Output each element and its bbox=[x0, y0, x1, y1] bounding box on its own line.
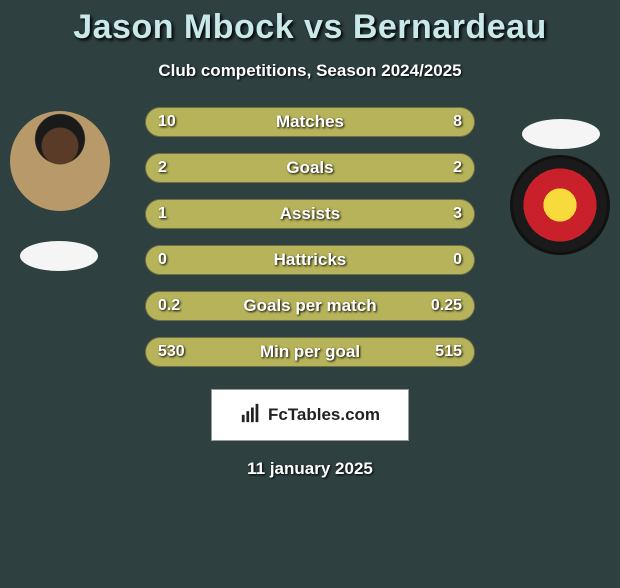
stat-value-left: 1 bbox=[158, 205, 167, 223]
stat-value-left: 0 bbox=[158, 251, 167, 269]
player-left-flag bbox=[20, 241, 98, 271]
subtitle: Club competitions, Season 2024/2025 bbox=[0, 61, 620, 81]
stat-bar: 2 Goals 2 bbox=[145, 153, 475, 183]
stat-value-right: 515 bbox=[435, 343, 462, 361]
page-title: Jason Mbock vs Bernardeau bbox=[0, 8, 620, 47]
stat-value-right: 8 bbox=[453, 113, 462, 131]
comparison-area: 10 Matches 8 2 Goals 2 1 Assists 3 0 Hattricks 0 0.2… bbox=[0, 107, 620, 367]
player-left-avatar bbox=[10, 111, 110, 211]
branding-text: FcTables.com bbox=[268, 405, 380, 425]
branding-badge: FcTables.com bbox=[211, 389, 409, 441]
stat-bar: 1 Assists 3 bbox=[145, 199, 475, 229]
stat-bar: 10 Matches 8 bbox=[145, 107, 475, 137]
stat-label: Min per goal bbox=[260, 342, 360, 362]
bar-fill-right bbox=[310, 154, 474, 182]
stat-value-right: 0.25 bbox=[431, 297, 462, 315]
stat-label: Goals bbox=[286, 158, 333, 178]
player-right-flag bbox=[522, 119, 600, 149]
stat-value-left: 2 bbox=[158, 159, 167, 177]
date-text: 11 january 2025 bbox=[0, 459, 620, 479]
stat-label: Hattricks bbox=[274, 250, 347, 270]
stat-bar: 0 Hattricks 0 bbox=[145, 245, 475, 275]
stat-bar: 530 Min per goal 515 bbox=[145, 337, 475, 367]
stat-value-right: 3 bbox=[453, 205, 462, 223]
bar-fill-right bbox=[228, 200, 474, 228]
stat-value-right: 2 bbox=[453, 159, 462, 177]
stat-value-right: 0 bbox=[453, 251, 462, 269]
stat-label: Goals per match bbox=[243, 296, 376, 316]
stat-bars: 10 Matches 8 2 Goals 2 1 Assists 3 0 Hattricks 0 0.2… bbox=[145, 107, 475, 367]
stat-label: Assists bbox=[280, 204, 340, 224]
bar-chart-icon bbox=[240, 402, 262, 429]
stat-value-left: 0.2 bbox=[158, 297, 180, 315]
stat-bar: 0.2 Goals per match 0.25 bbox=[145, 291, 475, 321]
stat-value-left: 10 bbox=[158, 113, 176, 131]
bar-fill-right bbox=[326, 108, 474, 136]
stat-label: Matches bbox=[276, 112, 344, 132]
player-right-badge bbox=[510, 155, 610, 255]
stat-value-left: 530 bbox=[158, 343, 185, 361]
